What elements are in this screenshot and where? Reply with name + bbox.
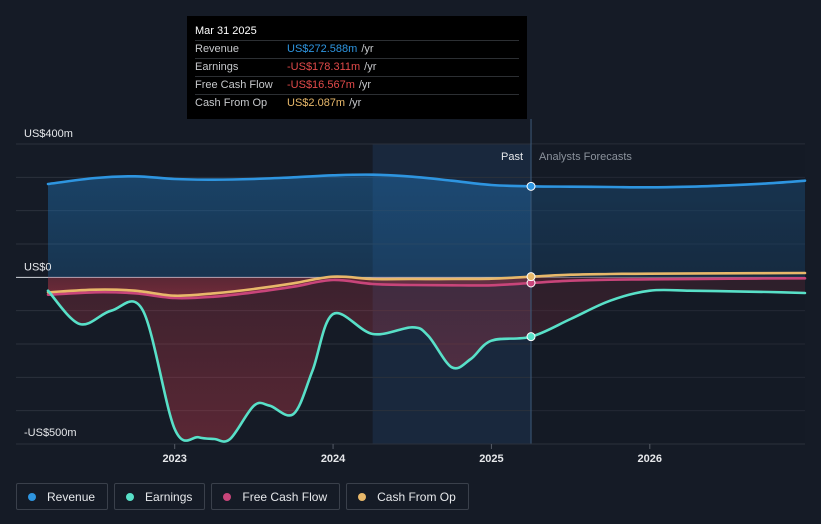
legend-label: Earnings — [145, 489, 193, 504]
series-line-revenue — [46, 173, 807, 189]
tooltip-date: Mar 31 2025 — [195, 25, 257, 37]
tooltip-value: US$2.087m — [287, 97, 346, 109]
series-line-earnings — [46, 288, 807, 443]
tooltip-row-revenue: Revenue US$272.588m /yr — [195, 40, 519, 58]
x-axis-label: 2025 — [479, 453, 503, 465]
legend-item-earnings[interactable]: Earnings — [114, 483, 206, 510]
tooltip-row-earnings: Earnings -US$178.311m /yr — [195, 58, 519, 76]
tooltip: Mar 31 2025 Revenue US$272.588m /yr Earn… — [187, 16, 527, 119]
series-line-free-cash-flow — [46, 277, 807, 300]
tooltip-label: Cash From Op — [195, 97, 268, 109]
y-axis-label: US$400m — [24, 128, 73, 140]
legend: Revenue Earnings Free Cash Flow Cash Fro… — [16, 483, 469, 510]
y-axis-label: -US$500m — [24, 427, 77, 439]
series-line-cash-from-op — [46, 271, 807, 298]
tooltip-value: US$272.588m — [287, 43, 358, 55]
marker-revenue — [526, 181, 536, 191]
tooltip-unit: /yr — [364, 61, 377, 73]
legend-item-revenue[interactable]: Revenue — [16, 483, 109, 510]
legend-item-cash-from-op[interactable]: Cash From Op — [346, 483, 469, 510]
past-label: Past — [501, 151, 523, 163]
tooltip-label: Earnings — [195, 61, 239, 73]
marker-cash-from-op — [526, 272, 536, 282]
legend-label: Free Cash Flow — [242, 489, 328, 504]
y-axis-label: US$0 — [24, 261, 52, 273]
tooltip-unit: /yr — [361, 43, 374, 55]
legend-dot-icon — [223, 492, 232, 501]
legend-label: Revenue — [47, 489, 96, 504]
area-free-cash-flow — [48, 277, 805, 299]
legend-label: Cash From Op — [377, 489, 456, 504]
tooltip-value: -US$16.567m — [287, 79, 355, 91]
tooltip-unit: /yr — [358, 79, 372, 91]
tooltip-label: Free Cash Flow — [195, 79, 273, 91]
x-axis-label: 2024 — [321, 453, 346, 465]
tooltip-label: Revenue — [195, 43, 240, 55]
area-revenue — [48, 174, 805, 278]
forecast-label: Analysts Forecasts — [539, 151, 632, 163]
legend-dot-icon — [126, 492, 135, 501]
marker-earnings — [526, 332, 536, 342]
tooltip-row-free-cash-flow: Free Cash Flow -US$16.567m /yr — [195, 76, 519, 94]
legend-dot-icon — [358, 492, 367, 501]
legend-dot-icon — [28, 492, 36, 501]
x-axis-label: 2026 — [638, 453, 662, 465]
tooltip-row-cash-from-op: Cash From Op US$2.087m /yr — [195, 94, 519, 112]
x-axis-label: 2023 — [162, 453, 186, 465]
forecast-dim-overlay — [531, 144, 805, 444]
tooltip-unit: /yr — [349, 97, 362, 109]
area-earnings — [48, 277, 805, 442]
legend-item-free-cash-flow[interactable]: Free Cash Flow — [211, 483, 341, 510]
tooltip-value: -US$178.311m — [287, 61, 361, 73]
